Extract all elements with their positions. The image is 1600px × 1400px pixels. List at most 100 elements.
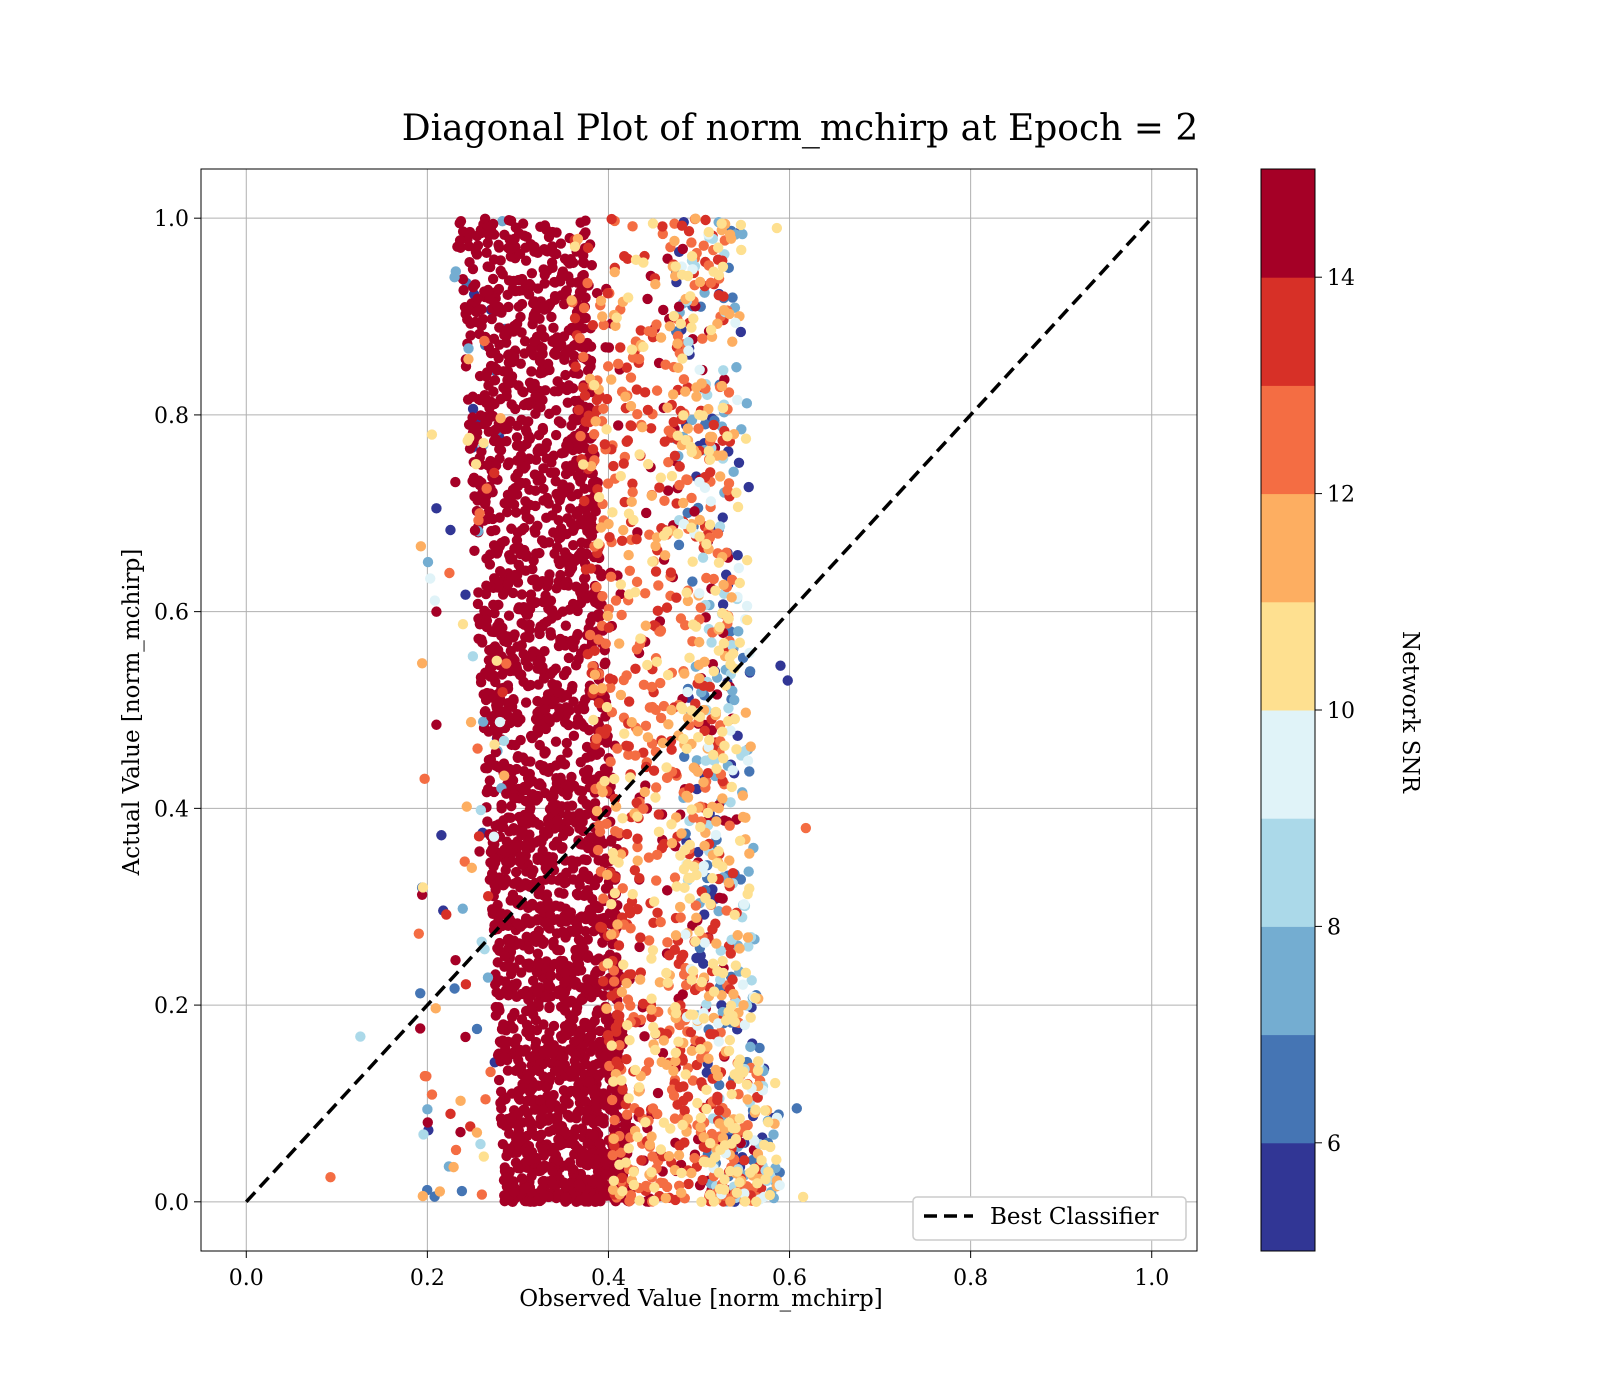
scatter-point — [744, 766, 755, 777]
scatter-point — [591, 287, 603, 299]
scatter-point — [669, 944, 681, 956]
scatter-point — [726, 781, 737, 793]
scatter-point — [511, 1033, 523, 1044]
scatter-point — [484, 261, 496, 273]
scatter-point — [520, 255, 532, 266]
scatter-point — [721, 905, 732, 916]
scatter-point — [708, 419, 719, 431]
scatter-point — [668, 416, 679, 428]
scatter-point — [644, 1139, 656, 1151]
scatter-point — [465, 318, 476, 329]
scatter-point — [634, 1195, 645, 1206]
scatter-point — [708, 666, 720, 677]
scatter-point — [731, 744, 742, 755]
scatter-point — [539, 646, 550, 657]
scatter-point — [583, 725, 595, 736]
scatter-point — [725, 797, 736, 808]
scatter-point — [465, 1121, 476, 1132]
scatter-point — [530, 527, 541, 538]
scatter-point — [422, 556, 434, 568]
scatter-point — [677, 243, 689, 255]
scatter-point — [499, 1190, 510, 1201]
scatter-point — [730, 1133, 742, 1145]
scatter-point — [697, 333, 708, 344]
scatter-point — [620, 1157, 632, 1168]
scatter-point — [552, 386, 564, 397]
scatter-point — [613, 940, 625, 951]
scatter-point — [734, 637, 746, 648]
scatter-point — [670, 930, 682, 941]
scatter-point — [659, 436, 670, 447]
scatter-point — [723, 1006, 734, 1017]
scatter-point — [723, 478, 735, 489]
scatter-point — [685, 1009, 696, 1020]
scatter-point — [498, 770, 510, 781]
scatter-point — [618, 524, 629, 536]
scatter-point — [601, 424, 612, 435]
scatter-point — [464, 443, 476, 454]
scatter-point — [725, 233, 737, 244]
scatter-point — [526, 651, 537, 662]
scatter-point — [544, 1027, 555, 1038]
scatter-point — [739, 1019, 751, 1031]
scatter-point — [734, 1054, 746, 1065]
scatter-point — [600, 657, 611, 668]
scatter-point — [587, 319, 599, 331]
scatter-point — [681, 743, 692, 754]
scatter-point — [457, 619, 469, 630]
scatter-point — [538, 463, 549, 474]
scatter-point — [584, 629, 596, 641]
scatter-point — [513, 1092, 525, 1104]
scatter-point — [473, 515, 484, 526]
scatter-point — [471, 306, 482, 318]
scatter-point — [698, 240, 709, 251]
scatter-point — [703, 445, 715, 457]
scatter-point — [543, 231, 555, 243]
scatter-point — [670, 1002, 681, 1013]
scatter-point — [560, 1192, 571, 1203]
scatter-point — [675, 318, 686, 330]
scatter-point — [513, 938, 525, 949]
scatter-point — [680, 1069, 691, 1080]
scatter-point — [476, 1189, 488, 1200]
scatter-point — [729, 694, 740, 706]
scatter-point — [602, 610, 614, 622]
scatter-point — [572, 956, 583, 968]
scatter-point — [581, 798, 592, 810]
scatter-point — [542, 358, 554, 370]
scatter-point — [662, 669, 674, 681]
scatter-point — [718, 305, 730, 316]
scatter-point — [563, 441, 574, 452]
scatter-point — [666, 704, 677, 716]
scatter-point — [559, 1021, 571, 1032]
scatter-point — [737, 790, 749, 801]
scatter-point — [626, 716, 637, 728]
scatter-point — [682, 423, 694, 434]
scatter-point — [642, 404, 654, 416]
scatter-point — [654, 977, 666, 988]
scatter-point — [552, 341, 564, 353]
scatter-point — [621, 1109, 633, 1120]
scatter-point — [565, 503, 576, 514]
scatter-point — [529, 336, 540, 347]
scatter-point — [594, 1025, 606, 1037]
scatter-point — [698, 777, 709, 788]
scatter-point — [646, 1004, 657, 1015]
scatter-point — [448, 1161, 459, 1173]
scatter-point — [730, 317, 741, 329]
scatter-point — [623, 508, 635, 519]
scatter-point — [510, 866, 522, 878]
scatter-point — [524, 278, 535, 290]
scatter-point — [686, 974, 697, 986]
scatter-point — [687, 1075, 699, 1086]
scatter-point — [696, 1077, 707, 1088]
scatter-point — [610, 1022, 622, 1033]
scatter-point — [530, 1041, 541, 1052]
scatter-point — [694, 588, 705, 599]
scatter-point — [676, 828, 687, 839]
scatter-point — [702, 768, 714, 779]
scatter-point — [713, 557, 725, 568]
scatter-point — [501, 506, 513, 518]
scatter-point — [631, 797, 642, 809]
scatter-point — [741, 1079, 753, 1090]
